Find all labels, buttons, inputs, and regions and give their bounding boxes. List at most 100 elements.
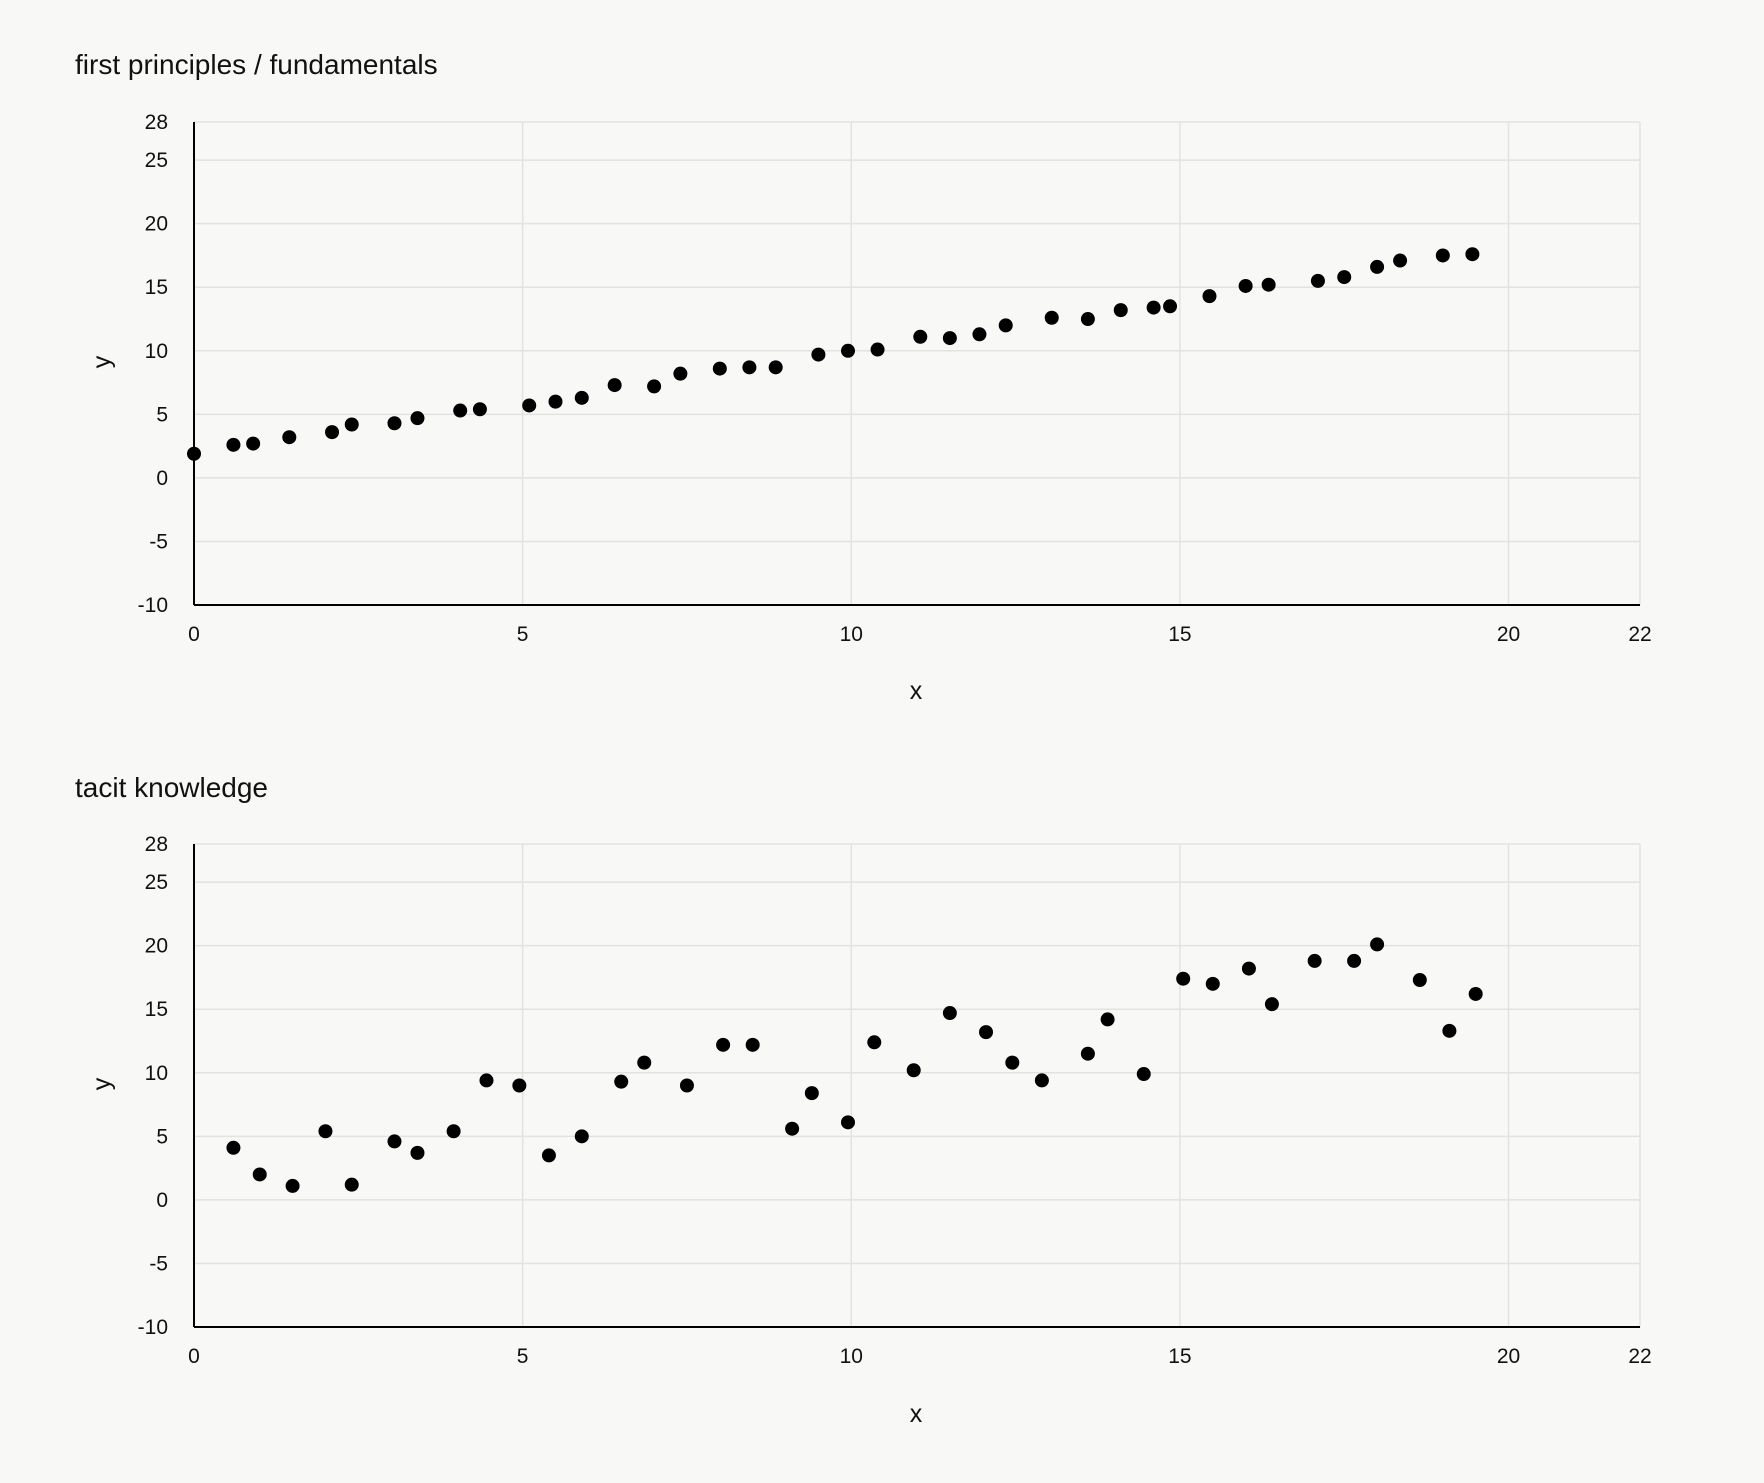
data-point xyxy=(453,403,468,418)
data-point xyxy=(1370,937,1385,952)
data-point xyxy=(942,1006,957,1021)
data-point xyxy=(479,1073,494,1088)
data-point xyxy=(1238,278,1253,293)
data-point xyxy=(285,1178,300,1193)
data-point xyxy=(318,1124,333,1139)
y-tick-label: -5 xyxy=(149,1252,168,1275)
data-point xyxy=(745,1037,760,1052)
data-point xyxy=(1307,953,1322,968)
data-point xyxy=(387,416,402,431)
data-point xyxy=(574,390,589,405)
data-point xyxy=(742,360,757,375)
y-tick-label: 20 xyxy=(145,935,168,958)
data-point xyxy=(410,411,425,426)
y-tick-label: 28 xyxy=(145,111,168,134)
data-point xyxy=(1080,1046,1095,1061)
data-point xyxy=(1468,986,1483,1001)
chart-panel-1: first principles / fundamentals x y 0 5 10… xyxy=(75,49,1652,705)
x-axis-label-2: x xyxy=(910,1400,923,1428)
y-tick-label: 15 xyxy=(145,998,168,1021)
data-point xyxy=(1347,953,1362,968)
y-tick-label: 15 xyxy=(145,276,168,299)
y-tick-label: -5 xyxy=(149,530,168,553)
x-tick-label: 0 xyxy=(188,623,200,646)
data-point xyxy=(840,343,855,358)
data-point xyxy=(410,1145,425,1160)
data-point xyxy=(226,437,241,452)
x-tick-label: 20 xyxy=(1497,623,1520,646)
data-point xyxy=(1113,303,1128,318)
data-point xyxy=(226,1140,241,1155)
x-tick-label: 22 xyxy=(1628,623,1651,646)
data-point xyxy=(1205,976,1220,991)
data-point xyxy=(768,360,783,375)
y-tick-label: 25 xyxy=(145,871,168,894)
data-point xyxy=(387,1134,402,1149)
data-point xyxy=(607,378,622,393)
data-point xyxy=(548,394,563,409)
x-tick-label: 5 xyxy=(517,623,529,646)
y-tick-label: 20 xyxy=(145,213,168,236)
data-point xyxy=(647,379,662,394)
x-tick-label: 5 xyxy=(517,1345,529,1368)
y-tick-label: 5 xyxy=(156,403,168,426)
data-point xyxy=(1393,253,1408,268)
data-point xyxy=(1005,1055,1020,1070)
chart-panel-2: tacit knowledge x y 0 5 10 15 20 22 -10 -5 0 5 10 1… xyxy=(75,772,1652,1428)
y-tick-label: -10 xyxy=(138,594,168,617)
data-point xyxy=(840,1115,855,1130)
y-tick-label: 0 xyxy=(156,467,168,490)
x-tick-label: 15 xyxy=(1168,1345,1191,1368)
data-point xyxy=(1146,300,1161,315)
data-point xyxy=(637,1055,652,1070)
data-point xyxy=(1241,961,1256,976)
data-point xyxy=(1163,299,1178,314)
data-point xyxy=(1412,973,1427,988)
y-axis-label-1: y xyxy=(88,355,116,368)
plot-area-1: 0 5 10 15 20 22 -10 -5 0 5 10 15 20 25 28 xyxy=(138,111,1652,646)
data-point xyxy=(972,327,987,342)
x-tick-label: 10 xyxy=(840,1345,863,1368)
y-tick-label: 5 xyxy=(156,1125,168,1148)
data-point xyxy=(1465,247,1480,262)
x-tick-label: 0 xyxy=(188,1345,200,1368)
data-point xyxy=(913,329,928,344)
chart-title-2: tacit knowledge xyxy=(75,772,268,803)
data-point xyxy=(1435,248,1450,263)
x-tick-label: 15 xyxy=(1168,623,1191,646)
data-point xyxy=(1442,1023,1457,1038)
data-point xyxy=(541,1148,556,1163)
y-axis-label-2: y xyxy=(88,1077,116,1090)
y-tick-label: 10 xyxy=(145,340,168,363)
data-point xyxy=(246,436,261,451)
data-point xyxy=(785,1121,800,1136)
x-tick-label: 22 xyxy=(1628,1345,1651,1368)
data-point xyxy=(679,1078,694,1093)
y-tick-label: 0 xyxy=(156,1189,168,1212)
data-point xyxy=(252,1167,267,1182)
data-point xyxy=(1100,1012,1115,1027)
data-point xyxy=(998,318,1013,333)
y-tick-label: -10 xyxy=(138,1316,168,1339)
data-point xyxy=(867,1035,882,1050)
data-point xyxy=(1044,310,1059,325)
y-tick-label: 10 xyxy=(145,1062,168,1085)
chart-title-1: first principles / fundamentals xyxy=(75,49,438,80)
data-point xyxy=(187,446,201,461)
data-point xyxy=(282,430,297,445)
data-point xyxy=(1370,259,1385,274)
data-point xyxy=(1310,273,1325,288)
data-point xyxy=(811,347,826,362)
data-point xyxy=(344,1177,359,1192)
data-point xyxy=(325,425,340,440)
data-point xyxy=(1136,1067,1151,1082)
data-point xyxy=(1202,289,1217,304)
data-point xyxy=(1176,971,1191,986)
x-tick-label: 20 xyxy=(1497,1345,1520,1368)
data-point xyxy=(906,1063,921,1078)
data-point xyxy=(472,402,487,417)
data-point xyxy=(522,398,537,413)
x-tick-label: 10 xyxy=(840,623,863,646)
